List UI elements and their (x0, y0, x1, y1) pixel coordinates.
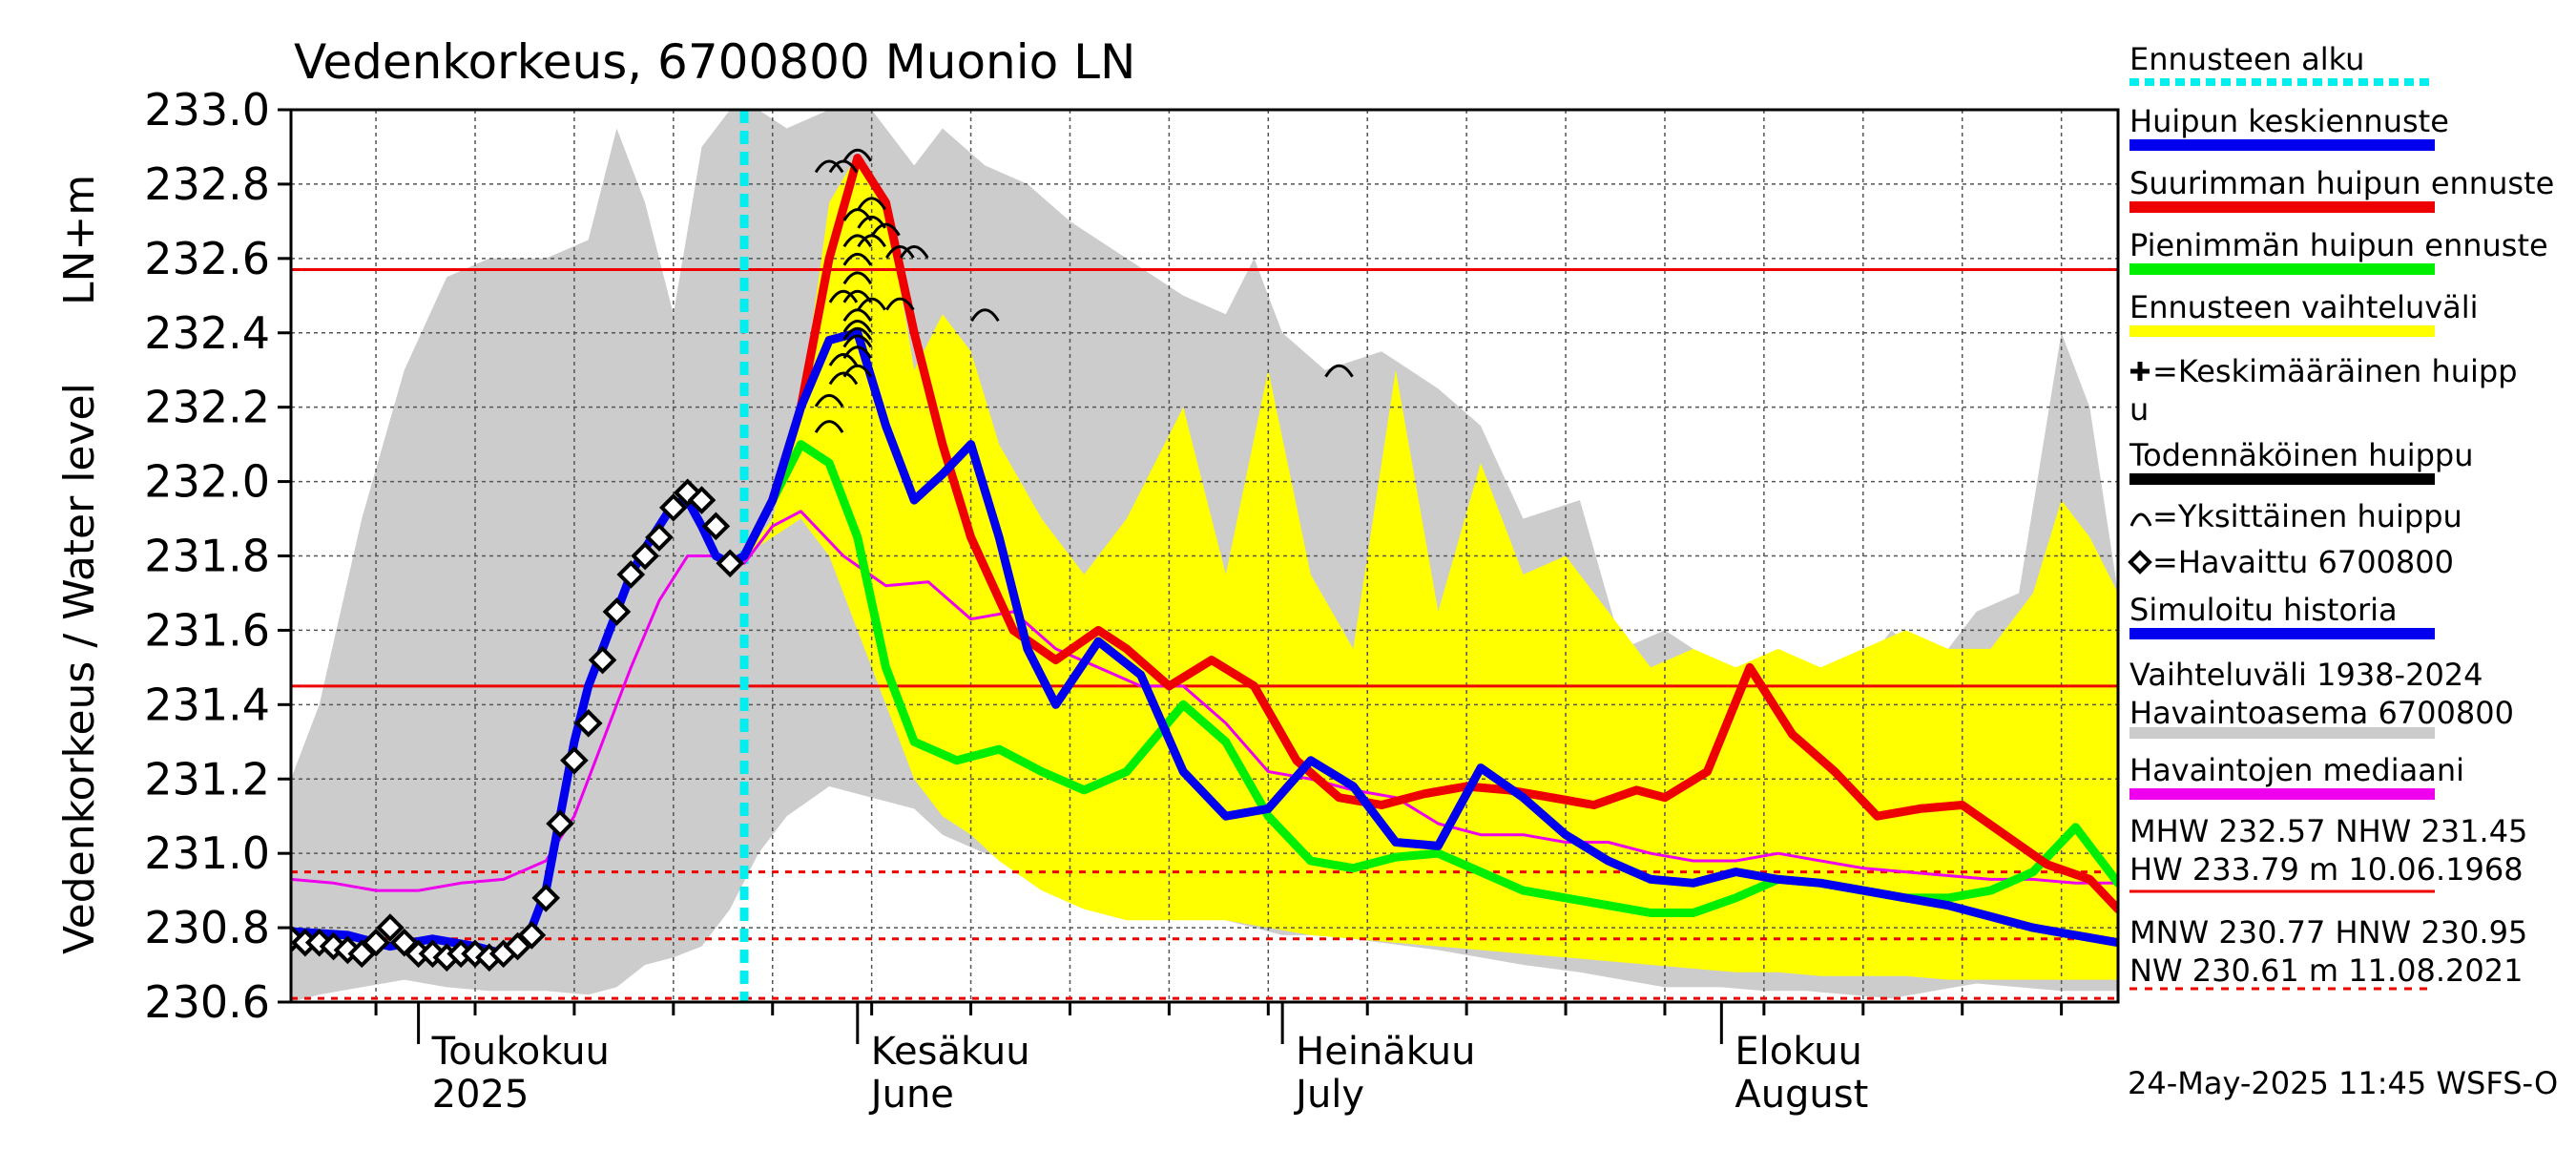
legend-label-line2: NW 230.61 m 11.08.2021 (2129, 952, 2523, 989)
legend-label: Suurimman huipun ennuste (2129, 165, 2554, 201)
single-peak-marker (814, 420, 844, 433)
series-line-huipun-keskiennuste (291, 328, 2118, 958)
legend-label: Ennusteen vaihteluväli (2129, 289, 2479, 325)
y-tick-label: 231.8 (144, 531, 270, 582)
single-peak-marker (970, 308, 1000, 323)
observed-point (602, 597, 632, 626)
y-tick-label: 231.4 (144, 679, 270, 730)
observed-point (658, 493, 688, 522)
single-peak-marker (842, 252, 873, 266)
legend-label-line2: Havaintoasema 6700800 (2129, 695, 2514, 731)
single-peak-marker (842, 319, 873, 333)
legend-label: Huipun keskiennuste (2129, 103, 2449, 139)
x-month-label: Kesäkuu (871, 1030, 1030, 1074)
single-peak-marker (1324, 364, 1354, 378)
observed-point (376, 913, 405, 942)
observed-point (716, 549, 745, 578)
y-tick-label: 230.8 (144, 902, 270, 953)
observed-point (673, 478, 702, 508)
single-peak-marker (814, 159, 844, 174)
legend-observed-marker (2128, 550, 2152, 575)
observed-point (517, 921, 547, 950)
observed-point (687, 486, 717, 514)
single-peak-marker (885, 297, 915, 311)
observed-point (362, 928, 390, 957)
y-tick-label: 231.0 (144, 827, 270, 879)
x-month-label: Elokuu (1735, 1030, 1862, 1074)
y-tick-label: 232.2 (144, 382, 270, 433)
y-tick-label: 232.8 (144, 158, 270, 210)
legend-label: Pienimmän huipun ennuste (2129, 227, 2548, 263)
legend-label: Ennusteen alku (2129, 41, 2364, 77)
x-month-label: Heinäkuu (1296, 1030, 1475, 1074)
legend-label: Havaintojen mediaani (2129, 752, 2464, 788)
y-tick-label: 230.6 (144, 976, 270, 1028)
legend-label: =Keskimääräinen huipp (2152, 353, 2518, 389)
single-peak-marker (828, 289, 859, 303)
single-peak-marker (842, 234, 873, 248)
y-tick-label: 231.2 (144, 753, 270, 805)
observed-point (616, 560, 646, 589)
legend-label-line2: u (2129, 391, 2149, 428)
single-peak-marker (828, 353, 859, 366)
legend-label: =Havaittu 6700800 (2152, 544, 2454, 580)
single-peak-marker (842, 364, 873, 378)
observed-point (588, 645, 617, 675)
observed-point (546, 809, 574, 838)
y-axis-label: Vedenkorkeus / Water level (55, 383, 104, 954)
legend-single-peak-marker (2129, 512, 2152, 527)
x-month-label-secondary: July (1293, 1073, 1364, 1117)
y-tick-label: 232.4 (144, 307, 270, 359)
legend-label: Simuloitu historia (2129, 592, 2398, 628)
y-tick-label: 232.0 (144, 456, 270, 508)
y-tick-label: 231.6 (144, 604, 270, 656)
chart-title: Vedenkorkeus, 6700800 Muonio LN (294, 34, 1135, 90)
x-month-label-secondary: June (868, 1073, 954, 1117)
legend-label: MNW 230.77 HNW 230.95 (2129, 914, 2527, 951)
single-peak-marker (899, 245, 929, 259)
legend-label: Vaihteluväli 1938-2024 (2129, 657, 2483, 693)
footer-timestamp: 24-May-2025 11:45 WSFS-O (2128, 1065, 2558, 1101)
legend-label: =Yksittäinen huippu (2152, 498, 2462, 534)
single-peak-marker (828, 371, 859, 386)
single-peak-marker (842, 334, 873, 348)
single-peak-marker (842, 271, 873, 285)
single-peak-marker (842, 345, 873, 360)
observed-point (701, 512, 731, 541)
observed-point (531, 884, 561, 912)
y-axis-unit: LN+m (55, 175, 104, 305)
observed-point (631, 541, 659, 571)
single-peak-marker (885, 245, 915, 259)
legend-label: Todennäköinen huippu (2129, 437, 2474, 473)
single-peak-marker (857, 197, 886, 211)
observed-point (645, 523, 674, 552)
observed-point (560, 745, 589, 775)
series-line-havaintojen-mediaani (291, 510, 2118, 892)
legend-label-line2: HW 233.79 m 10.06.1968 (2129, 851, 2524, 888)
single-peak-marker (814, 393, 844, 408)
x-month-label-secondary: August (1735, 1073, 1868, 1117)
single-peak-marker (871, 222, 901, 237)
x-month-label-secondary: 2025 (432, 1073, 530, 1117)
forecast-range-band (744, 154, 2118, 980)
legend-label: MHW 232.57 NHW 231.45 (2129, 813, 2527, 849)
observed-point (389, 928, 419, 957)
single-peak-marker (842, 148, 873, 162)
single-peak-marker (828, 159, 859, 174)
single-peak-marker (857, 297, 886, 311)
single-peak-marker (842, 308, 873, 323)
observed-point (573, 708, 603, 738)
single-peak-marker (842, 326, 873, 341)
legend-mean-peak-marker (2130, 362, 2150, 381)
single-peak-marker (857, 234, 886, 248)
series-line-suurimman-huipun-ennuste (739, 154, 2118, 914)
y-tick-label: 232.6 (144, 233, 270, 284)
y-tick-label: 233.0 (144, 84, 270, 136)
x-month-label: Toukokuu (431, 1030, 610, 1074)
